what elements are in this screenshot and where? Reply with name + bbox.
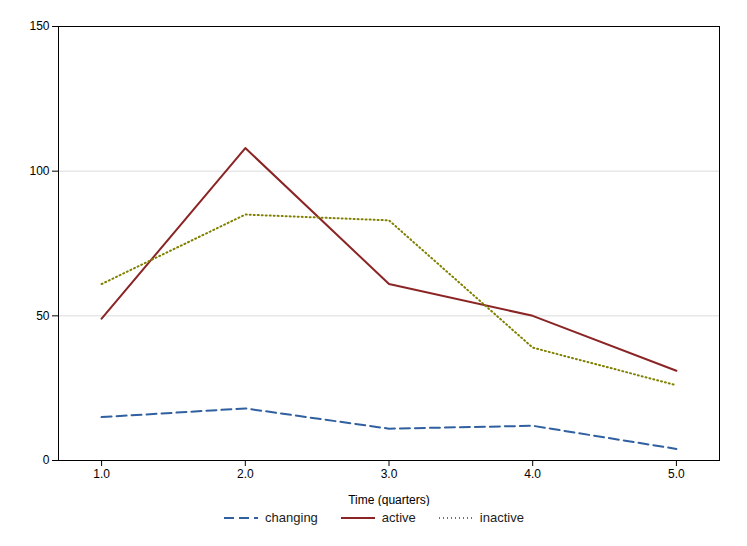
html-text:changing: changing	[265, 510, 318, 525]
html-text:active: active	[381, 510, 416, 525]
svg-text:3.0: 3.0	[381, 467, 398, 481]
svg-text:50: 50	[36, 309, 50, 323]
svg-text:1.0: 1.0	[93, 467, 110, 481]
svg-text:100: 100	[29, 164, 49, 178]
html-text:inactive: inactive	[479, 510, 524, 525]
svg-text:150: 150	[29, 19, 49, 33]
svg-text:0: 0	[43, 453, 50, 467]
svg-text:4.0: 4.0	[524, 467, 541, 481]
svg-text:5.0: 5.0	[668, 467, 685, 481]
svg-text:2.0: 2.0	[237, 467, 254, 481]
svg-text:Time (quarters): Time (quarters)	[348, 493, 430, 507]
